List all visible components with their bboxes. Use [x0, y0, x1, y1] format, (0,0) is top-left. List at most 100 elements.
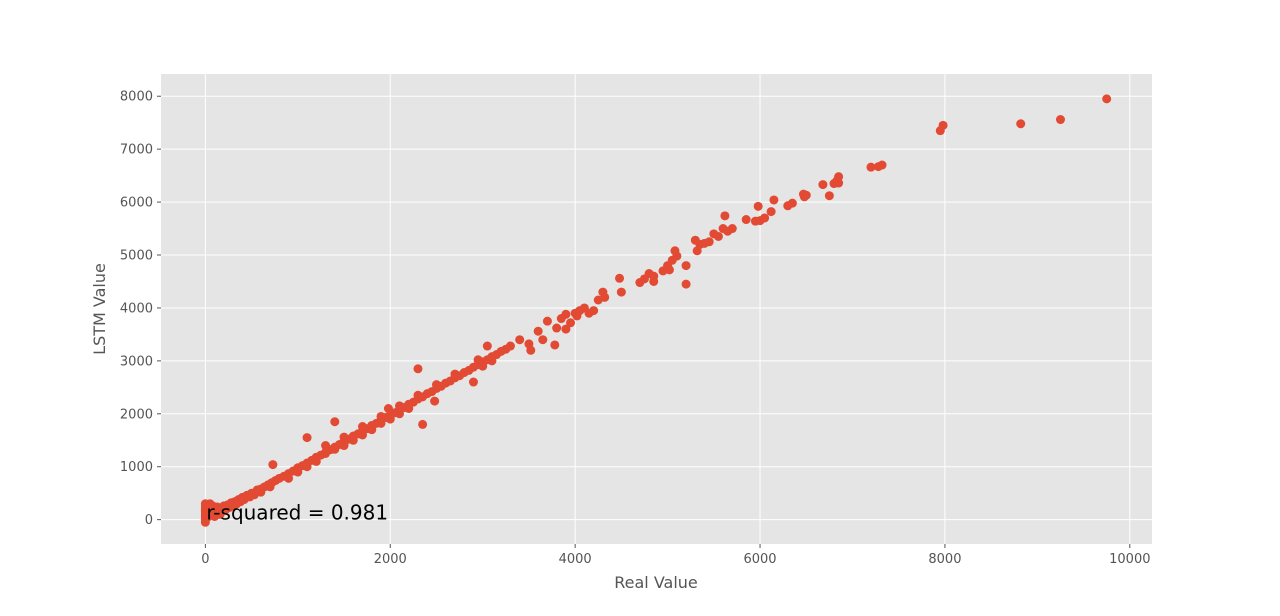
y-tick-label: 7000: [120, 143, 153, 158]
data-point: [482, 341, 492, 351]
x-tick-label: 4000: [559, 552, 592, 567]
data-point: [524, 339, 534, 349]
data-point: [284, 473, 294, 483]
data-point: [824, 191, 834, 201]
data-point: [834, 178, 844, 188]
data-point: [561, 324, 571, 334]
data-point: [321, 441, 331, 451]
data-point: [766, 207, 776, 217]
data-point: [265, 482, 275, 492]
y-tick-label: 3000: [120, 354, 153, 369]
data-point: [367, 425, 377, 435]
data-point: [866, 162, 876, 172]
x-tick-label: 0: [201, 552, 209, 567]
data-point: [293, 467, 303, 477]
data-point: [589, 306, 599, 316]
data-point: [413, 364, 423, 374]
data-point: [938, 120, 948, 130]
data-point: [376, 418, 386, 428]
data-point: [1102, 94, 1112, 104]
data-point: [311, 456, 321, 466]
scatter-points: [200, 94, 1112, 527]
data-point: [268, 460, 278, 470]
data-point: [330, 417, 340, 427]
data-point: [430, 396, 440, 406]
data-point: [713, 231, 723, 241]
data-point: [681, 279, 691, 289]
data-point: [649, 271, 659, 281]
data-point: [339, 441, 349, 451]
data-point: [450, 369, 460, 379]
y-tick-label: 8000: [120, 90, 153, 105]
data-point: [727, 224, 737, 234]
data-point: [431, 380, 441, 390]
data-point: [376, 411, 386, 421]
data-point: [566, 318, 576, 328]
data-point: [395, 401, 405, 411]
data-point: [818, 180, 828, 190]
data-point: [348, 435, 358, 445]
data-point: [741, 215, 751, 225]
data-point: [616, 287, 626, 297]
data-point: [339, 432, 349, 442]
x-tick-label: 6000: [743, 552, 776, 567]
data-point: [753, 201, 763, 211]
data-point: [395, 409, 405, 419]
data-point: [801, 190, 811, 200]
x-axis-label: Real Value: [614, 573, 698, 592]
data-point: [256, 487, 266, 497]
data-point: [413, 390, 423, 400]
data-point: [550, 340, 560, 350]
data-point: [769, 195, 779, 205]
data-point: [552, 323, 562, 333]
data-point: [720, 211, 730, 221]
data-point: [473, 355, 483, 365]
grid: [161, 74, 1152, 544]
data-point: [505, 341, 515, 351]
data-point: [302, 462, 312, 472]
y-axis-label: LSTM Value: [90, 263, 109, 355]
data-point: [1016, 119, 1026, 129]
data-point: [487, 356, 497, 366]
data-point: [515, 335, 525, 345]
data-point: [533, 326, 543, 336]
y-tick-label: 0: [145, 513, 153, 528]
y-tick-label: 5000: [120, 249, 153, 264]
data-point: [383, 404, 393, 414]
data-point: [330, 444, 340, 454]
data-point: [358, 430, 368, 440]
x-tick-label: 10000: [1109, 552, 1150, 567]
data-point: [787, 198, 797, 208]
data-point: [760, 213, 770, 223]
data-point: [1055, 115, 1065, 125]
y-tick-label: 6000: [120, 196, 153, 211]
data-point: [672, 251, 682, 261]
data-point: [681, 261, 691, 271]
data-point: [302, 433, 312, 443]
y-tick-label: 2000: [120, 407, 153, 422]
y-tick-label: 4000: [120, 301, 153, 316]
data-point: [877, 160, 887, 170]
data-point: [542, 316, 552, 326]
data-point: [615, 273, 625, 283]
data-point: [600, 292, 610, 302]
x-tick-label: 2000: [374, 552, 407, 567]
data-point: [385, 414, 395, 424]
x-tick-label: 8000: [928, 552, 961, 567]
data-point: [561, 309, 571, 319]
data-point: [704, 237, 714, 247]
axis-ticks: 0 2000 4000 6000 8000 10000 0 1000 2000 3000 4000 5…: [120, 90, 1151, 567]
data-point: [321, 448, 331, 458]
y-tick-label: 1000: [120, 460, 153, 475]
data-point: [538, 335, 548, 345]
data-point: [404, 404, 414, 414]
data-point: [834, 172, 844, 182]
data-point: [418, 419, 428, 429]
r-squared-annotation: r-squared = 0.981: [206, 501, 388, 525]
data-point: [478, 361, 488, 371]
data-point: [358, 422, 368, 431]
plot-background: [161, 74, 1152, 544]
data-point: [664, 265, 674, 275]
